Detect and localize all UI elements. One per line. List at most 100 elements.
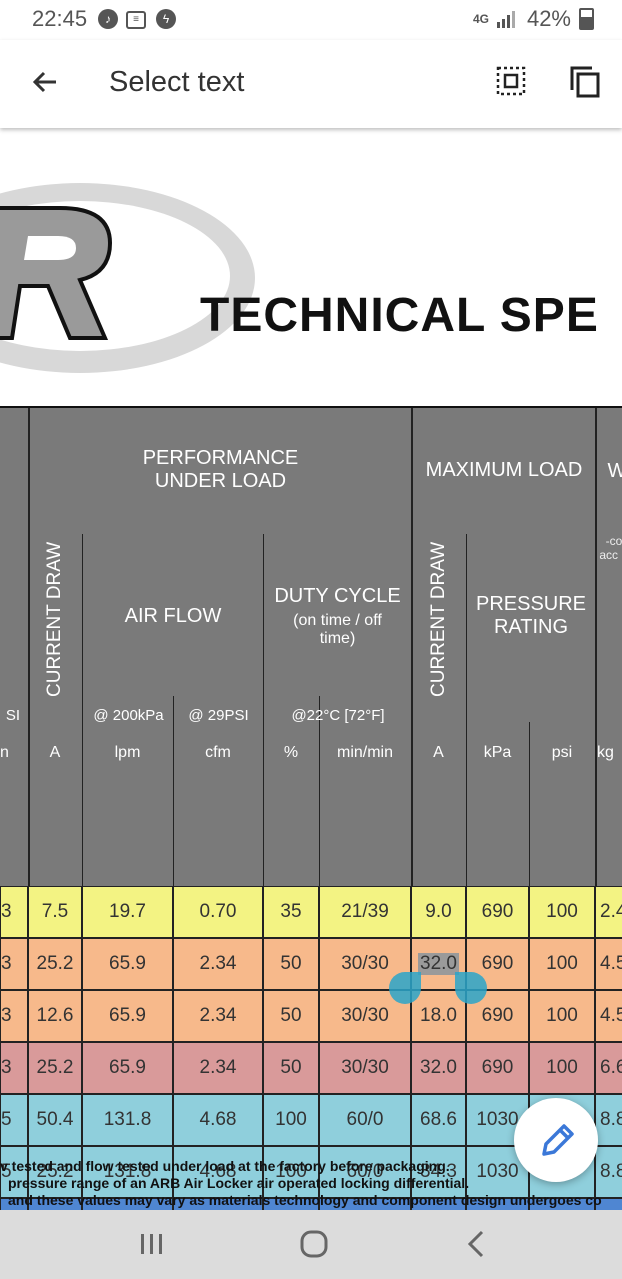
- table-cell: 0.70: [173, 886, 263, 938]
- table-cell: 9.0: [411, 886, 466, 938]
- select-all-icon[interactable]: [496, 66, 526, 96]
- table-cell: 65.9: [82, 1042, 173, 1094]
- status-right: 4G 42%: [473, 6, 594, 32]
- page-title: Select text: [109, 66, 245, 98]
- table-cell: 65.9: [82, 990, 173, 1042]
- table-cell: 5: [0, 1146, 28, 1198]
- table-cell: 1030: [466, 1198, 529, 1210]
- unit-1: A: [49, 744, 61, 761]
- table-cell: 2.34: [173, 990, 263, 1042]
- unit-3: cfm: [205, 744, 231, 761]
- header-divider: [411, 406, 413, 886]
- table-cell: 34.3: [411, 1146, 466, 1198]
- duty-cycle-title: DUTY CYCLE: [274, 584, 401, 607]
- table-header-bg: [0, 406, 622, 886]
- document-page: TECHNICAL SPE PERFORMANCE UNDER LOAD MAXI…: [0, 128, 622, 1210]
- max-current-draw-label: CURRENT DRAW: [428, 541, 449, 697]
- footnote-1: v tested and flow tested under load at t…: [0, 1158, 450, 1174]
- table-cell: 25.2: [28, 1146, 82, 1198]
- table-cell: 4.68: [173, 1198, 263, 1210]
- battery-icon: [579, 8, 594, 30]
- arb-logo: [0, 183, 255, 373]
- system-nav-bar: [0, 1210, 622, 1279]
- battery-percent: 42%: [526, 6, 571, 31]
- air-flow-header: AIR FLOW: [124, 604, 222, 627]
- table-cell: 35: [263, 886, 319, 938]
- messenger-icon: ϟ: [156, 9, 176, 29]
- table-cell: 68.6: [411, 1094, 466, 1146]
- table-cell: 100: [263, 1094, 319, 1146]
- table-cell: 100: [263, 1198, 319, 1210]
- table-cell: 65.9: [82, 938, 173, 990]
- pencil-icon: [542, 1124, 574, 1156]
- copy-icon[interactable]: [568, 64, 602, 98]
- table-cell: 60/0: [319, 1146, 411, 1198]
- table-cell: 15: [595, 1198, 622, 1210]
- unit-4: %: [283, 744, 299, 761]
- table-cell: 2.4: [595, 886, 622, 938]
- cond-29psi: @ 29PSI: [188, 706, 249, 724]
- signal-icon: [496, 11, 515, 28]
- cond-left: SI: [5, 706, 21, 724]
- status-bar: 22:45 ♪ ≡ ϟ 4G 42%: [0, 0, 622, 40]
- table-cell: 8.8: [595, 1146, 622, 1198]
- edit-fab[interactable]: [514, 1098, 598, 1182]
- table-cell: 18.0: [411, 990, 466, 1042]
- table-cell: 690: [466, 886, 529, 938]
- table-cell: 3: [0, 938, 28, 990]
- cond-200kpa: @ 200kPa: [93, 706, 164, 724]
- table-top-border: [0, 406, 622, 408]
- table-cell: 7.5: [28, 886, 82, 938]
- table-cell: 690: [466, 1042, 529, 1094]
- app-bar: Select text: [0, 40, 622, 128]
- table-cell: 3: [0, 990, 28, 1042]
- music-icon: ♪: [98, 9, 118, 29]
- back-nav-icon[interactable]: [446, 1224, 506, 1264]
- table-cell: 5: [0, 1198, 28, 1210]
- header-divider: [82, 534, 83, 886]
- message-icon: ≡: [126, 11, 146, 29]
- header-divider: [263, 534, 264, 886]
- unit-5: min/min: [336, 744, 393, 761]
- table-cell: 131.8: [82, 1198, 173, 1210]
- table-cell: 50: [263, 1042, 319, 1094]
- header-divider: [173, 696, 174, 886]
- pressure-rating-header: PRESSURE RATING: [475, 593, 587, 638]
- header-divider: [466, 534, 467, 886]
- unit-8: psi: [551, 744, 573, 761]
- recent-apps-icon[interactable]: [122, 1224, 182, 1264]
- table-cell: 60/0: [319, 1198, 411, 1210]
- selected-text[interactable]: 32.0: [418, 953, 459, 975]
- cond-temperature: @22°C [72°F]: [291, 706, 385, 724]
- table-cell: 150: [529, 1198, 595, 1210]
- group-w: W: [607, 459, 622, 482]
- table-cell: 100: [263, 1146, 319, 1198]
- table-cell: 8.8: [595, 1094, 622, 1146]
- table-cell: 100: [529, 938, 595, 990]
- selection-end-handle[interactable]: [455, 972, 487, 1004]
- table-cell: 100: [529, 990, 595, 1042]
- table-cell: 3: [0, 886, 28, 938]
- status-time: 22:45: [32, 6, 88, 31]
- table-cell: 21/39: [319, 886, 411, 938]
- w-column-fragment: -co i acc pa: [599, 534, 622, 562]
- header-divider: [28, 406, 30, 886]
- table-cell: 30/30: [319, 938, 411, 990]
- unit-6: A: [433, 744, 444, 761]
- home-icon[interactable]: [284, 1224, 344, 1264]
- unit-7: kPa: [483, 744, 512, 761]
- table-cell: 6.6: [595, 1042, 622, 1094]
- table-cell: 2.34: [173, 938, 263, 990]
- table-cell: 12.6: [28, 990, 82, 1042]
- table-cell: 30/30: [319, 1042, 411, 1094]
- back-arrow-icon[interactable]: [26, 62, 66, 102]
- duty-cycle-subtitle: (on time / off time): [293, 611, 382, 647]
- table-cell: 5: [0, 1094, 28, 1146]
- footnote-3: and these values may vary as materials t…: [8, 1192, 602, 1208]
- unit-0: n: [0, 744, 9, 761]
- selection-start-handle[interactable]: [389, 972, 421, 1004]
- duty-cycle-header: DUTY CYCLE (on time / off time): [265, 556, 410, 676]
- header-divider: [319, 696, 320, 886]
- table-cell: 4.5: [595, 938, 622, 990]
- table-cell: 32.0: [411, 938, 466, 990]
